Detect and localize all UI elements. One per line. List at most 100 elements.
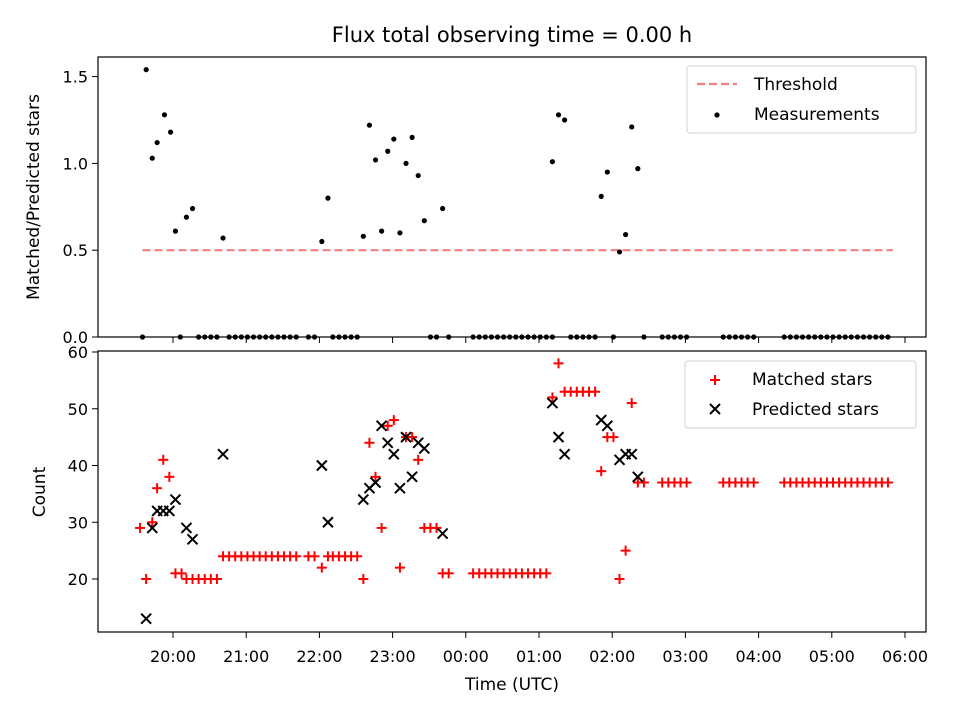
measurement-point: [379, 228, 385, 234]
x-tick-label: 02:00: [589, 647, 635, 666]
measurement-point: [360, 233, 366, 239]
x-stroke: [316, 459, 328, 472]
matched-star-point: [407, 432, 418, 443]
x-stroke: [418, 442, 431, 455]
x-stroke: [436, 527, 449, 540]
matched-star-point: [547, 392, 558, 403]
x-stroke: [412, 437, 424, 449]
y-tick-label: 40: [68, 457, 88, 476]
measurement-point: [172, 228, 179, 234]
x-tick-label: 04:00: [736, 647, 782, 666]
x-stroke: [626, 448, 638, 460]
matched-star-point: [176, 568, 187, 579]
x-axis-label: Time (UTC): [464, 675, 559, 695]
matched-star-point: [364, 437, 375, 448]
legend-box: [684, 360, 917, 429]
x-tick-label: 06:00: [882, 647, 928, 666]
measurement-point: [604, 169, 610, 175]
top-panel-frame: [97, 56, 927, 338]
matched-star-point: [443, 568, 454, 579]
x-stroke: [169, 493, 182, 506]
matched-star-point: [291, 551, 302, 562]
x-stroke: [709, 403, 721, 415]
x-stroke: [217, 448, 229, 460]
legend-matched-swatch: [710, 375, 720, 385]
x-stroke: [163, 505, 176, 517]
matched-star-point: [152, 483, 163, 494]
predicted-star-point: [552, 431, 565, 443]
x-tick-label: 21:00: [223, 647, 269, 666]
matched-star-point: [211, 574, 222, 584]
x-stroke: [140, 613, 152, 625]
matched-star-point: [620, 545, 631, 556]
x-stroke: [369, 476, 382, 489]
y-tick-label: 0.5: [63, 241, 88, 260]
measurement-point: [415, 172, 421, 179]
x-stroke: [601, 420, 614, 432]
predicted-star-point: [217, 448, 229, 460]
y-tick-label: 30: [68, 513, 88, 532]
predicted-star-point: [316, 459, 328, 472]
predicted-star-point: [601, 420, 614, 432]
predicted-star-point: [163, 505, 176, 517]
measurement-point: [623, 231, 629, 238]
measurement-point: [366, 122, 373, 128]
predicted-star-point: [169, 493, 182, 506]
y-tick-label: 60: [68, 343, 88, 362]
predicted-star-point: [626, 448, 638, 460]
x-tick-label: 23:00: [370, 647, 416, 666]
x-tick-label: 00:00: [443, 647, 489, 666]
predicted-star-point: [186, 533, 199, 545]
predicted-star-point: [558, 448, 571, 460]
matched-star-point: [135, 522, 146, 533]
measurement-point: [397, 230, 403, 236]
matched-star-point: [316, 562, 327, 573]
x-stroke: [394, 482, 406, 494]
predicted-star-point: [322, 516, 334, 528]
matched-star-point: [638, 477, 649, 488]
x-stroke: [388, 448, 400, 460]
matched-star-point: [748, 477, 759, 488]
top-panel-y-ticks: 0.0 0.5 1.0 1.5: [63, 68, 98, 347]
predicted-star-point: [369, 476, 382, 489]
measurement-point: [635, 166, 641, 172]
predicted-star-point: [140, 613, 152, 625]
matched-star-point: [614, 574, 625, 584]
x-tick-label: 05:00: [809, 647, 855, 666]
predicted-star-point: [418, 442, 431, 455]
matched-star-point: [394, 562, 405, 573]
measurement-point: [629, 124, 635, 130]
matched-star-point: [431, 522, 442, 533]
top-legend: Threshold Measurements: [686, 65, 917, 134]
matched-star-point: [596, 466, 607, 477]
matched-star-point: [882, 477, 893, 488]
predicted-star-point: [146, 522, 158, 534]
x-stroke: [322, 516, 334, 528]
measurement-point: [325, 195, 331, 201]
x-stroke: [406, 471, 418, 483]
measurement-point: [549, 159, 556, 165]
x-stroke: [595, 414, 607, 426]
matched-star-point: [147, 517, 158, 528]
predicted-star-point: [436, 527, 449, 540]
matched-star-point: [608, 432, 619, 443]
bottom-panel-frame: [97, 350, 927, 633]
x-stroke: [558, 448, 571, 460]
measurement-point: [555, 112, 562, 118]
measurement-point: [183, 214, 190, 220]
bottom-legend: Matched stars Predicted stars: [684, 360, 917, 429]
legend-box: [686, 65, 917, 134]
matched-star-point: [309, 551, 320, 562]
matched-star-point: [681, 477, 692, 488]
predicted-star-point: [546, 397, 559, 409]
predicted-star-point: [382, 437, 394, 449]
x-stroke: [546, 397, 559, 409]
predicted-star-point: [375, 420, 388, 432]
legend-predicted-label: Predicted stars: [752, 400, 879, 420]
matched-star-point: [626, 398, 637, 409]
predicted-star-point: [406, 471, 418, 483]
measurement-point: [421, 218, 427, 224]
measurement-point: [372, 157, 379, 163]
matched-star-point: [164, 471, 175, 482]
